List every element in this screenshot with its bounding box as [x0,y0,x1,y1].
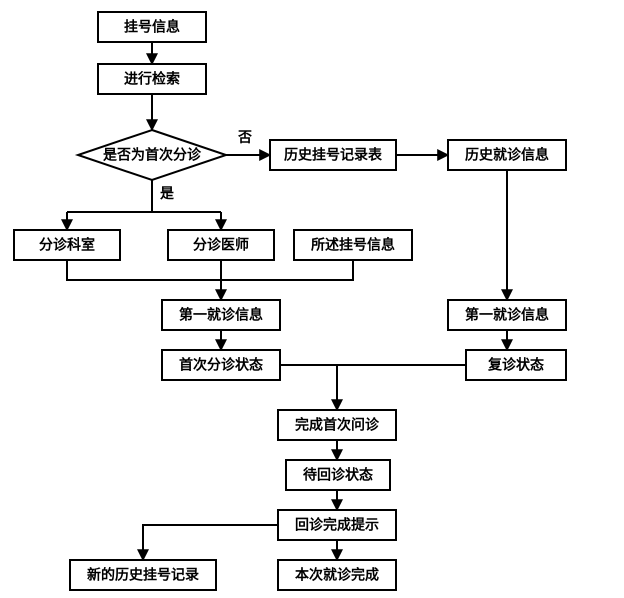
node-label-n10: 第一就诊信息 [465,307,549,323]
edge [67,260,221,280]
node-label-n11: 首次分诊状态 [179,357,263,373]
node-label-n13: 完成首次问诊 [295,417,380,433]
edge-label: 否 [237,129,252,145]
node-label-n1: 挂号信息 [124,19,180,35]
edge-label: 是 [160,185,175,201]
node-label-n3: 是否为首次分诊 [103,147,202,163]
node-label-n15: 回诊完成提示 [295,517,379,533]
node-label-n7: 分诊医师 [193,237,249,253]
edge [221,260,353,280]
node-label-n9: 第一就诊信息 [179,307,263,323]
node-label-n8: 所述挂号信息 [311,237,395,253]
node-label-n5: 历史就诊信息 [465,147,549,163]
edge [143,525,278,560]
flowchart: 否是 挂号信息进行检索是否为首次分诊 历史挂号记录表 历史就诊信息分诊科室 分诊医师 所述… [0,0,624,598]
node-label-n17: 新的历史挂号记录 [87,567,199,583]
node-label-n2: 进行检索 [124,71,180,87]
node-label-n16: 本次就诊完成 [295,567,379,583]
node-label-n4: 历史挂号记录表 [284,147,383,163]
node-label-n12: 复诊状态 [487,357,544,373]
node-label-n14: 待回诊状态 [303,467,373,483]
node-label-n6: 分诊科室 [39,237,95,253]
